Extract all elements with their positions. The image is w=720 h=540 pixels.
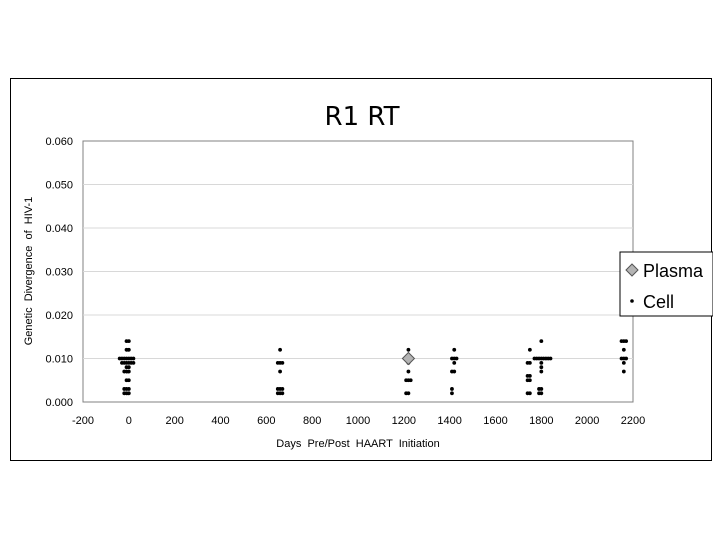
x-tick-label: 1400 [437,415,461,427]
cell-point [527,391,532,396]
cell-point [452,360,457,365]
cell-point [278,347,282,352]
cell-point [621,360,626,365]
cell-point [539,360,544,365]
cell-point [280,360,285,365]
cell-point [539,391,544,396]
x-axis-label: Days Pre/Post HAART Initiation [276,438,439,450]
x-tick-label: 2000 [575,415,599,427]
y-tick-label: 0.030 [45,267,73,279]
x-tick-label: 400 [211,415,229,427]
cell-point [539,369,544,374]
legend-box [619,251,713,317]
legend-cell-label: Cell [643,292,674,312]
cell-point [131,360,136,365]
cell-point [452,369,457,374]
x-tick-label: 600 [257,415,275,427]
cell-point [452,347,457,352]
cell-point [126,378,131,383]
legend-plasma-marker [625,263,639,277]
cell-point [450,391,454,396]
cell-point [280,391,285,396]
cell-point [527,378,532,383]
plasma-point [401,351,416,366]
x-tick-label: 800 [303,415,321,427]
cell-point [450,387,454,391]
x-tick-label: -200 [72,415,94,427]
cell-point [539,365,544,370]
x-tick-label: 200 [165,415,183,427]
cell-point [539,339,544,343]
y-tick-label: 0.050 [45,180,73,192]
y-tick-label: 0.000 [45,397,73,409]
cell-point [126,391,131,396]
x-tick-label: 0 [126,415,132,427]
cell-point [527,360,532,365]
x-tick-label: 1000 [346,415,370,427]
cell-point [406,347,411,352]
cell-point [621,347,626,352]
cell-point [621,369,626,374]
cell-point [624,356,629,361]
cell-point [406,391,411,396]
cell-point [126,365,131,370]
cell-point [527,347,532,352]
cell-point [278,369,282,374]
chart-frame: R1 RT 0.000 0.010 0.020 0.030 0.040 0.050 0.06… [10,78,713,461]
y-tick-label: 0.010 [45,354,73,366]
cell-point [454,356,459,361]
y-axis-label: Genetic Divergence of HIV-1 [23,197,35,346]
cell-point [548,356,553,361]
y-tick-labels: 0.000 0.010 0.020 0.030 0.040 0.050 0.060 [45,136,73,409]
cell-point [126,339,131,343]
x-tick-labels: -200 0 200 400 600 800 1000 1200 1400 1600 1800 200… [72,415,645,427]
cell-point [126,347,131,352]
x-tick-label: 1800 [529,415,553,427]
chart-title: R1 RT [325,102,400,132]
cell-point [126,369,131,374]
cell-point [624,339,629,343]
data-points [117,339,629,396]
x-tick-label: 2200 [621,415,645,427]
cell-point [408,378,413,383]
legend: Plasma Cell [619,251,713,317]
chart-svg: R1 RT 0.000 0.010 0.020 0.030 0.040 0.050 0.06… [23,102,713,450]
legend-plasma-label: Plasma [643,261,704,281]
y-tick-label: 0.060 [45,136,73,148]
cell-point [527,374,532,378]
y-tick-label: 0.040 [45,223,73,235]
cell-point [280,387,285,391]
cell-point [406,369,411,374]
cell-point [539,387,544,391]
cell-point [131,356,136,361]
x-tick-label: 1600 [483,415,507,427]
y-tick-label: 0.020 [45,310,73,322]
x-tick-label: 1200 [392,415,416,427]
cell-point [126,387,131,391]
legend-cell-marker [630,299,634,303]
